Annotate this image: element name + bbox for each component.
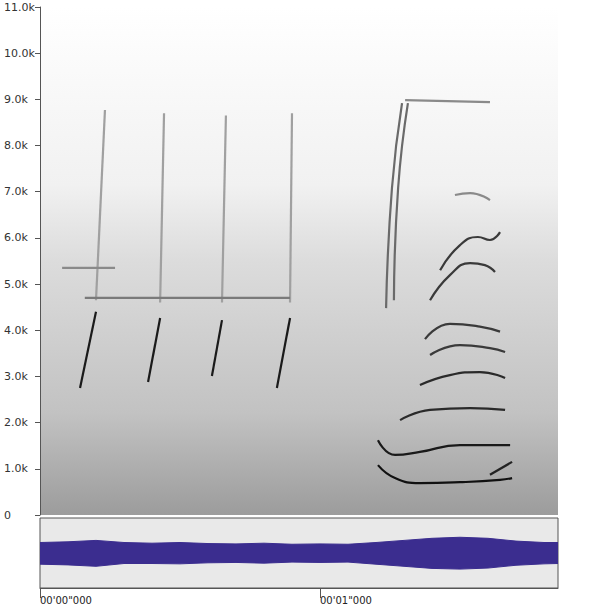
svg-text:6.0k: 6.0k — [4, 231, 28, 244]
svg-text:00'00"000: 00'00"000 — [40, 595, 92, 606]
svg-text:10.0k: 10.0k — [4, 47, 35, 60]
svg-text:00'01"000: 00'01"000 — [320, 595, 372, 606]
svg-text:7.0k: 7.0k — [4, 185, 28, 198]
svg-text:0: 0 — [4, 509, 11, 522]
svg-text:2.0k: 2.0k — [4, 416, 28, 429]
svg-text:1.0k: 1.0k — [4, 462, 28, 475]
svg-text:11.0k: 11.0k — [4, 1, 35, 14]
svg-text:8.0k: 8.0k — [4, 139, 28, 152]
svg-text:4.0k: 4.0k — [4, 324, 28, 337]
svg-text:9.0k: 9.0k — [4, 93, 28, 106]
svg-text:3.0k: 3.0k — [4, 370, 28, 383]
svg-text:5.0k: 5.0k — [4, 278, 28, 291]
